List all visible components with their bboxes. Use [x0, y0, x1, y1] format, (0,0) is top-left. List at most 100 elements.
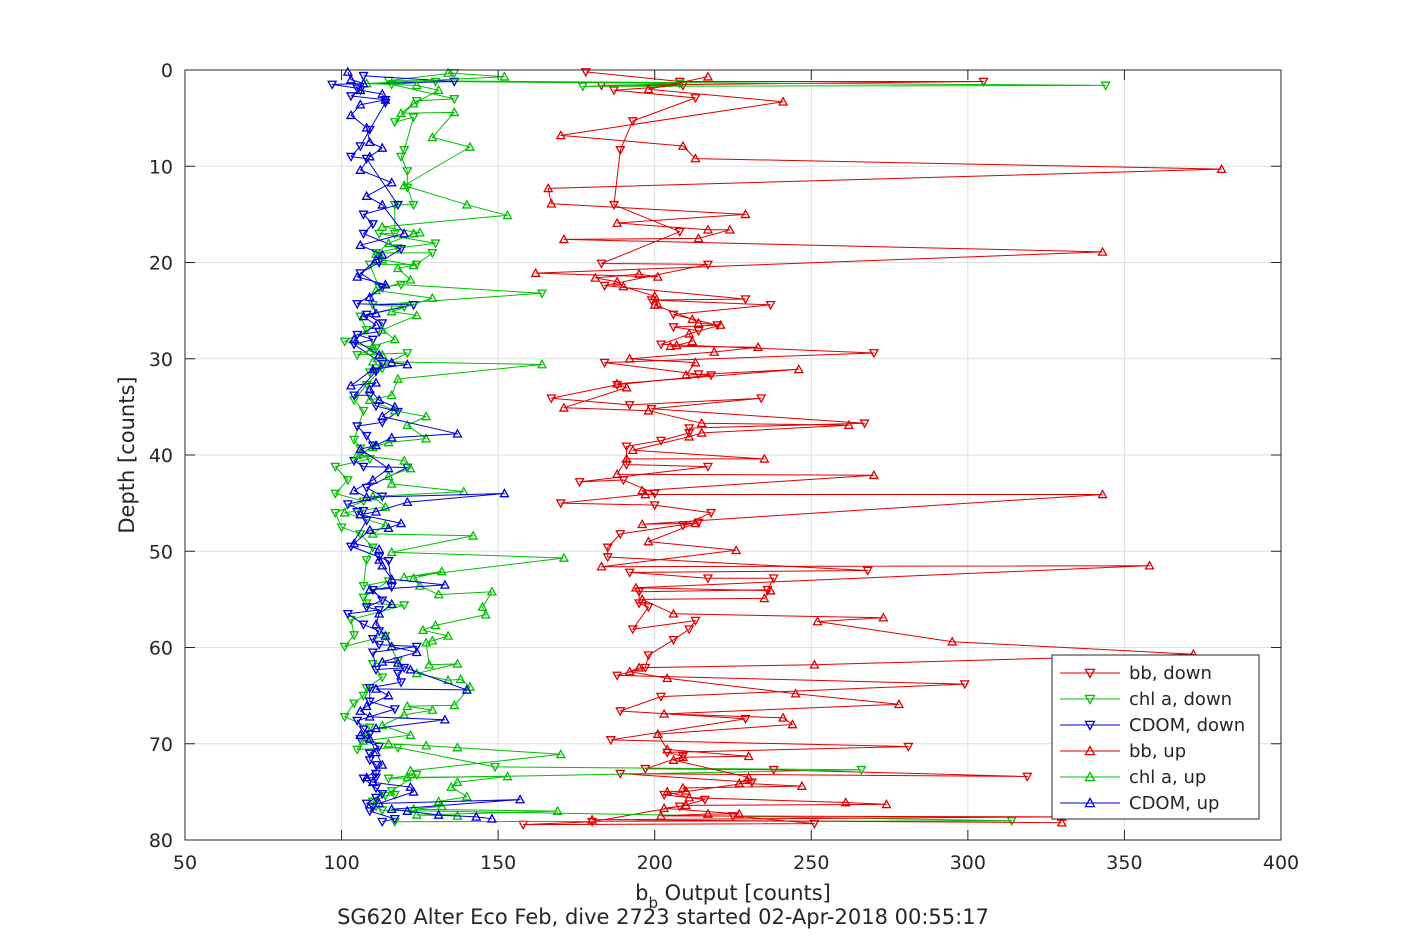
data-point	[386, 357, 397, 367]
data-point	[370, 747, 382, 757]
data-point	[665, 340, 676, 351]
data-point	[348, 396, 360, 406]
data-point	[662, 744, 673, 754]
data-point	[740, 714, 751, 725]
data-point	[674, 227, 685, 238]
data-point	[361, 492, 372, 502]
data-point	[383, 437, 394, 447]
data-point	[367, 363, 378, 374]
legend-label: chl a, down	[1129, 689, 1232, 710]
data-point	[417, 624, 429, 635]
data-point	[812, 616, 823, 626]
data-point	[374, 608, 385, 618]
data-point	[452, 742, 463, 752]
data-point	[389, 334, 400, 344]
data-point	[643, 651, 654, 661]
data-point	[370, 793, 382, 803]
data-point	[364, 723, 375, 733]
data-point	[395, 245, 407, 255]
data-point	[659, 802, 670, 813]
data-series	[327, 66, 1227, 830]
data-point	[618, 476, 629, 486]
data-point	[402, 359, 413, 369]
data-point	[370, 308, 382, 318]
data-point	[684, 328, 695, 338]
data-point	[408, 786, 419, 796]
data-point	[367, 634, 378, 645]
data-point	[765, 300, 776, 311]
data-point	[355, 99, 366, 109]
data-point	[752, 341, 764, 352]
data-point	[586, 814, 598, 824]
data-point	[377, 142, 388, 152]
x-tick-label: 400	[1263, 852, 1299, 874]
data-point	[342, 66, 353, 76]
data-point	[630, 582, 642, 592]
x-tick-label: 50	[173, 852, 197, 874]
data-point	[377, 720, 388, 730]
data-point	[433, 84, 444, 95]
series-line	[535, 76, 1222, 824]
data-point	[668, 608, 679, 618]
data-point	[402, 167, 413, 177]
data-point	[627, 117, 638, 127]
legend-swatch-marker	[1084, 745, 1096, 756]
data-point	[1144, 560, 1155, 570]
data-point	[377, 411, 388, 421]
data-point	[358, 691, 369, 701]
data-point	[411, 80, 422, 90]
data-point	[395, 517, 407, 528]
data-point	[471, 811, 482, 821]
data-point	[662, 672, 673, 683]
data-point	[709, 346, 720, 356]
data-point	[358, 582, 369, 592]
data-point	[621, 453, 632, 463]
legend-label: bb, up	[1129, 741, 1186, 762]
data-point	[374, 349, 385, 359]
data-point	[358, 311, 369, 321]
data-point	[677, 782, 689, 792]
data-point	[386, 177, 397, 187]
data-point	[543, 183, 554, 193]
data-point	[361, 431, 372, 442]
data-point	[342, 609, 353, 620]
data-point	[367, 776, 378, 787]
data-point	[624, 666, 635, 676]
x-tick-label: 250	[793, 852, 829, 874]
data-point	[411, 646, 422, 657]
data-point	[361, 556, 372, 566]
data-point	[367, 340, 378, 351]
data-point	[655, 692, 667, 702]
data-point	[330, 489, 341, 499]
data-point	[386, 598, 397, 609]
data-point	[399, 663, 410, 674]
data-point	[358, 735, 369, 745]
data-point	[480, 609, 491, 619]
data-point	[633, 268, 645, 278]
data-point	[759, 593, 770, 603]
data-point	[386, 478, 397, 488]
data-point	[430, 620, 441, 630]
data-point	[499, 71, 510, 81]
data-point	[330, 508, 341, 519]
data-point	[383, 522, 394, 532]
data-point	[499, 488, 510, 498]
data-point	[724, 224, 735, 234]
data-point	[342, 476, 353, 486]
data-point	[364, 136, 375, 147]
data-point	[546, 198, 557, 208]
data-point	[399, 601, 410, 611]
data-point	[364, 733, 375, 743]
data-point	[652, 271, 663, 281]
data-point	[386, 389, 397, 400]
data-point	[339, 507, 350, 517]
data-point	[380, 94, 391, 104]
data-point	[574, 478, 585, 488]
data-point	[408, 200, 419, 211]
data-point	[358, 78, 369, 88]
data-point	[662, 786, 673, 796]
data-point	[377, 221, 388, 231]
data-point	[442, 630, 454, 640]
data-point	[649, 489, 660, 499]
data-point	[408, 228, 419, 238]
